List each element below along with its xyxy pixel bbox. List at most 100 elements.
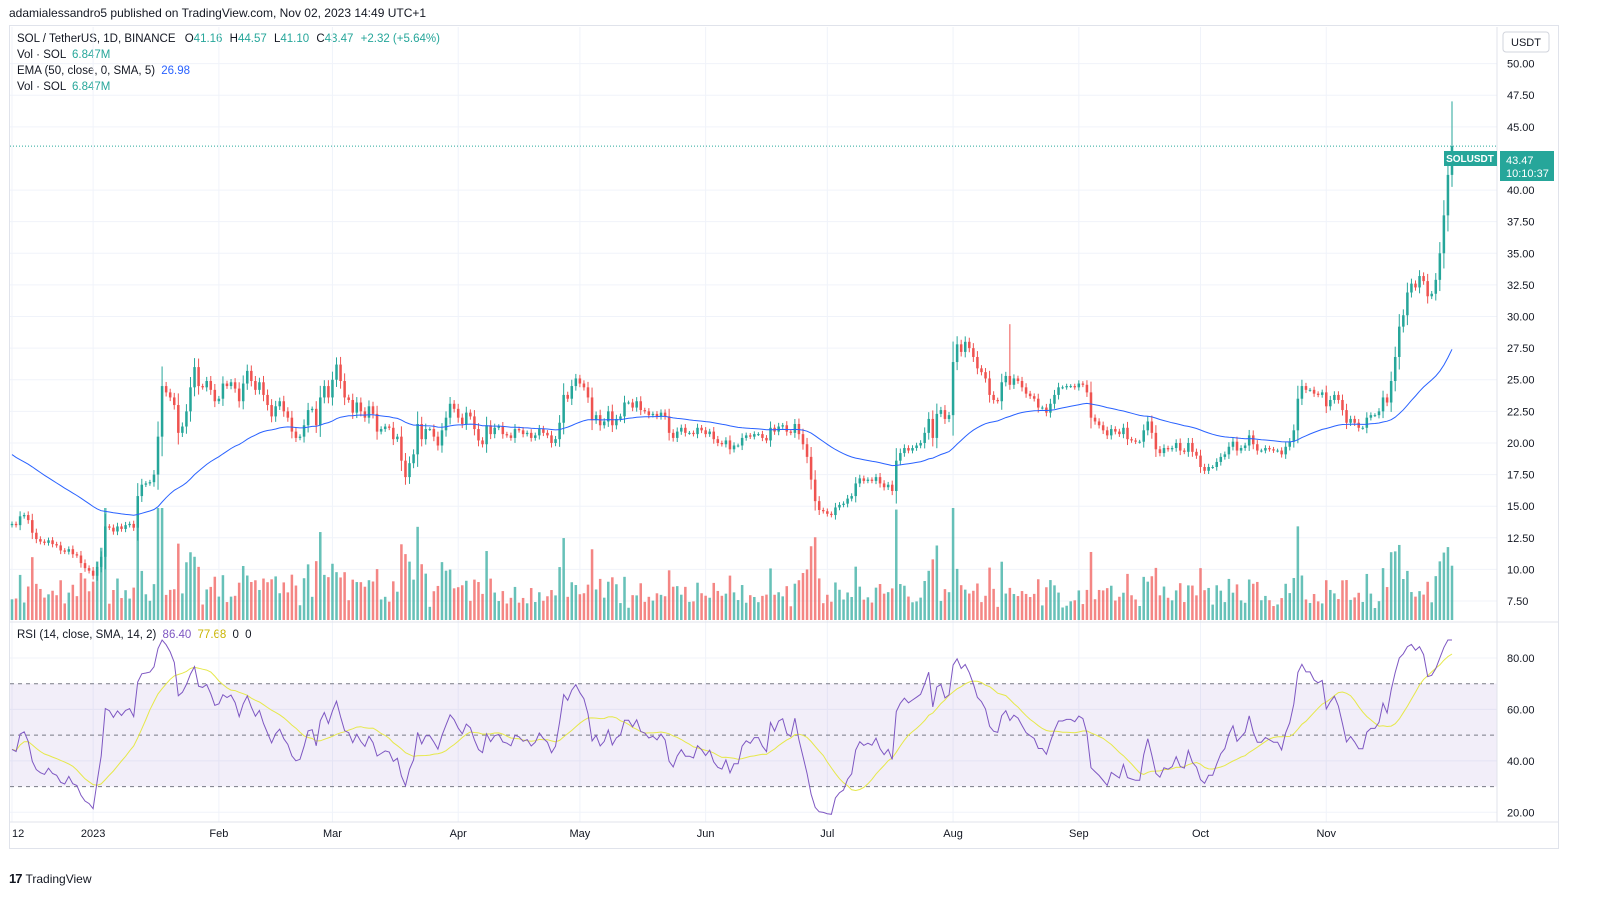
volume-bar bbox=[481, 593, 484, 620]
candle-body bbox=[1418, 276, 1421, 288]
candle-body bbox=[229, 382, 233, 387]
candle-body bbox=[1057, 387, 1060, 395]
volume-bar bbox=[931, 559, 935, 620]
volume-bar bbox=[761, 595, 764, 620]
time-tick-label: Jun bbox=[697, 828, 715, 840]
volume-bar bbox=[619, 603, 622, 620]
candle-body bbox=[1134, 440, 1137, 442]
candle-body bbox=[830, 513, 833, 516]
symbol-label: SOL / TetherUS, 1D, BINANCE bbox=[17, 33, 176, 45]
footer-brand[interactable]: 17 TradingView bbox=[9, 871, 92, 886]
candle-body bbox=[1195, 451, 1198, 456]
volume-bar bbox=[306, 564, 310, 620]
candle-body bbox=[91, 570, 95, 576]
candle-body bbox=[1012, 378, 1016, 385]
volume-bar bbox=[128, 598, 131, 620]
candle-body bbox=[1049, 403, 1052, 413]
volume-bar bbox=[972, 590, 975, 620]
volume-bar bbox=[43, 597, 46, 620]
candle-body bbox=[736, 445, 740, 447]
candle-body bbox=[452, 403, 456, 409]
volume-bar bbox=[1183, 602, 1186, 620]
rsi-tick-label: 60.00 bbox=[1507, 704, 1535, 716]
candle-body bbox=[1065, 386, 1068, 388]
candle-body bbox=[1118, 431, 1121, 435]
candle-body bbox=[1256, 444, 1259, 451]
volume-bar bbox=[1361, 601, 1365, 620]
candle-body bbox=[1296, 398, 1300, 431]
candle-body bbox=[371, 406, 375, 414]
volume-bar bbox=[1239, 600, 1243, 620]
candle-body bbox=[481, 440, 484, 445]
volume-bar bbox=[310, 596, 314, 620]
volume-bar bbox=[250, 582, 253, 620]
volume-bar bbox=[505, 603, 509, 620]
volume-bar bbox=[882, 593, 886, 620]
volume-bar bbox=[947, 592, 951, 620]
candle-body bbox=[225, 383, 229, 387]
volume-legend-2[interactable]: Vol · SOL 6.847M bbox=[17, 81, 110, 93]
candle-body bbox=[911, 448, 914, 451]
candle-body bbox=[1097, 421, 1101, 426]
candle-body bbox=[1268, 448, 1271, 450]
volume-bar bbox=[513, 586, 517, 620]
volume-bar bbox=[400, 544, 403, 620]
candle-body bbox=[1243, 445, 1247, 449]
time-tick-label: 2023 bbox=[81, 828, 105, 840]
candle-body bbox=[221, 383, 225, 399]
volume-bar bbox=[1284, 583, 1287, 620]
volume-bar bbox=[156, 508, 160, 620]
ema-value: 26.98 bbox=[161, 65, 191, 77]
volume-bar bbox=[919, 597, 922, 620]
volume-bar bbox=[363, 586, 367, 620]
volume-bar bbox=[266, 582, 269, 620]
candle-body bbox=[416, 424, 419, 455]
candle-body bbox=[1085, 384, 1089, 393]
volume-bar bbox=[870, 602, 874, 620]
candle-body bbox=[1389, 381, 1393, 403]
candle-body bbox=[521, 430, 525, 435]
candle-body bbox=[805, 444, 809, 457]
candle-body bbox=[972, 348, 975, 357]
candle-body bbox=[209, 381, 213, 390]
volume-bar bbox=[1381, 568, 1385, 620]
volume-bar bbox=[951, 508, 955, 620]
candle-body bbox=[108, 526, 111, 528]
volume-bar bbox=[817, 578, 821, 620]
volume-bar bbox=[521, 597, 525, 620]
volume-legend[interactable]: Vol · SOL 6.847M bbox=[17, 49, 110, 61]
candle-body bbox=[1223, 454, 1227, 457]
volume-bar bbox=[680, 594, 683, 620]
candle-body bbox=[1041, 407, 1044, 409]
volume-bar bbox=[221, 575, 225, 620]
rsi-extra-2: 0 bbox=[245, 629, 252, 641]
candle-body bbox=[546, 432, 549, 436]
candle-body bbox=[554, 439, 557, 443]
candle-body bbox=[1146, 421, 1150, 431]
high-label: H bbox=[229, 33, 238, 45]
candle-body bbox=[927, 418, 930, 433]
candle-body bbox=[761, 434, 764, 438]
rsi-legend[interactable]: RSI (14, close, SMA, 14, 2) 86.40 77.68 … bbox=[17, 629, 252, 641]
candle-body bbox=[359, 402, 363, 412]
candle-body bbox=[1032, 396, 1036, 399]
volume-bar bbox=[1402, 579, 1405, 620]
volume-bar bbox=[582, 593, 586, 620]
candle-body bbox=[55, 544, 58, 546]
volume-bar bbox=[643, 601, 647, 620]
volume-bar bbox=[724, 593, 728, 620]
volume-bar bbox=[1389, 552, 1393, 620]
close-value: 43.47 bbox=[324, 33, 354, 45]
ema-legend[interactable]: EMA (50, close, 0, SMA, 5) 26.98 bbox=[17, 65, 190, 77]
candle-body bbox=[392, 427, 395, 440]
volume-bar bbox=[675, 586, 679, 620]
candle-body bbox=[456, 408, 460, 418]
volume-bar bbox=[976, 583, 979, 620]
candle-body bbox=[128, 523, 131, 526]
volume-bar bbox=[1166, 597, 1170, 620]
candle-body bbox=[310, 408, 314, 411]
symbol-legend[interactable]: SOL / TetherUS, 1D, BINANCE O41.16 H44.5… bbox=[17, 33, 440, 45]
candle-body bbox=[164, 386, 168, 393]
time-tick-label: Feb bbox=[209, 828, 228, 840]
